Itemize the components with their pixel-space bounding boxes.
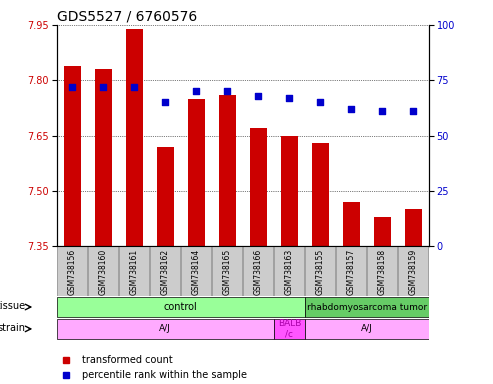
Text: percentile rank within the sample: percentile rank within the sample [82, 370, 247, 380]
Point [285, 95, 293, 101]
Bar [274, 319, 305, 339]
Text: GSM738163: GSM738163 [285, 249, 294, 295]
Text: GDS5527 / 6760576: GDS5527 / 6760576 [57, 10, 197, 24]
Point [223, 88, 231, 94]
Point [348, 106, 355, 112]
Text: transformed count: transformed count [82, 355, 173, 365]
Point [410, 108, 418, 114]
Bar [126, 29, 143, 246]
Point [317, 99, 324, 106]
Text: A/J: A/J [159, 324, 171, 333]
Bar [281, 136, 298, 246]
Point [379, 108, 387, 114]
Text: tissue: tissue [0, 301, 26, 311]
Bar [95, 69, 112, 246]
Bar [374, 217, 391, 246]
Text: GSM738157: GSM738157 [347, 249, 356, 295]
Text: A/J: A/J [361, 324, 373, 333]
Bar [219, 95, 236, 246]
Text: control: control [164, 302, 198, 312]
Text: GSM738159: GSM738159 [409, 249, 418, 295]
Bar [57, 297, 305, 317]
Text: GSM738162: GSM738162 [161, 249, 170, 295]
Bar [57, 319, 274, 339]
Text: BALB
/c: BALB /c [278, 319, 301, 339]
Point [161, 99, 169, 106]
Text: GSM738155: GSM738155 [316, 249, 325, 295]
Bar [250, 128, 267, 246]
Text: GSM738165: GSM738165 [223, 249, 232, 295]
Text: GSM738158: GSM738158 [378, 249, 387, 295]
Point [192, 88, 200, 94]
Text: rhabdomyosarcoma tumor: rhabdomyosarcoma tumor [307, 303, 427, 311]
Text: GSM738164: GSM738164 [192, 249, 201, 295]
Point [254, 93, 262, 99]
Bar [405, 209, 422, 246]
Text: GSM738156: GSM738156 [68, 249, 77, 295]
Bar [64, 66, 81, 246]
Bar [188, 99, 205, 246]
Text: strain: strain [0, 323, 26, 333]
Bar [312, 143, 329, 246]
Bar [305, 319, 429, 339]
Text: GSM738160: GSM738160 [99, 249, 108, 295]
Point [130, 84, 138, 90]
Text: GSM738166: GSM738166 [254, 249, 263, 295]
Bar [305, 297, 429, 317]
Bar [343, 202, 360, 246]
Point [99, 84, 107, 90]
Bar [157, 147, 174, 246]
Point [68, 84, 76, 90]
Text: GSM738161: GSM738161 [130, 249, 139, 295]
